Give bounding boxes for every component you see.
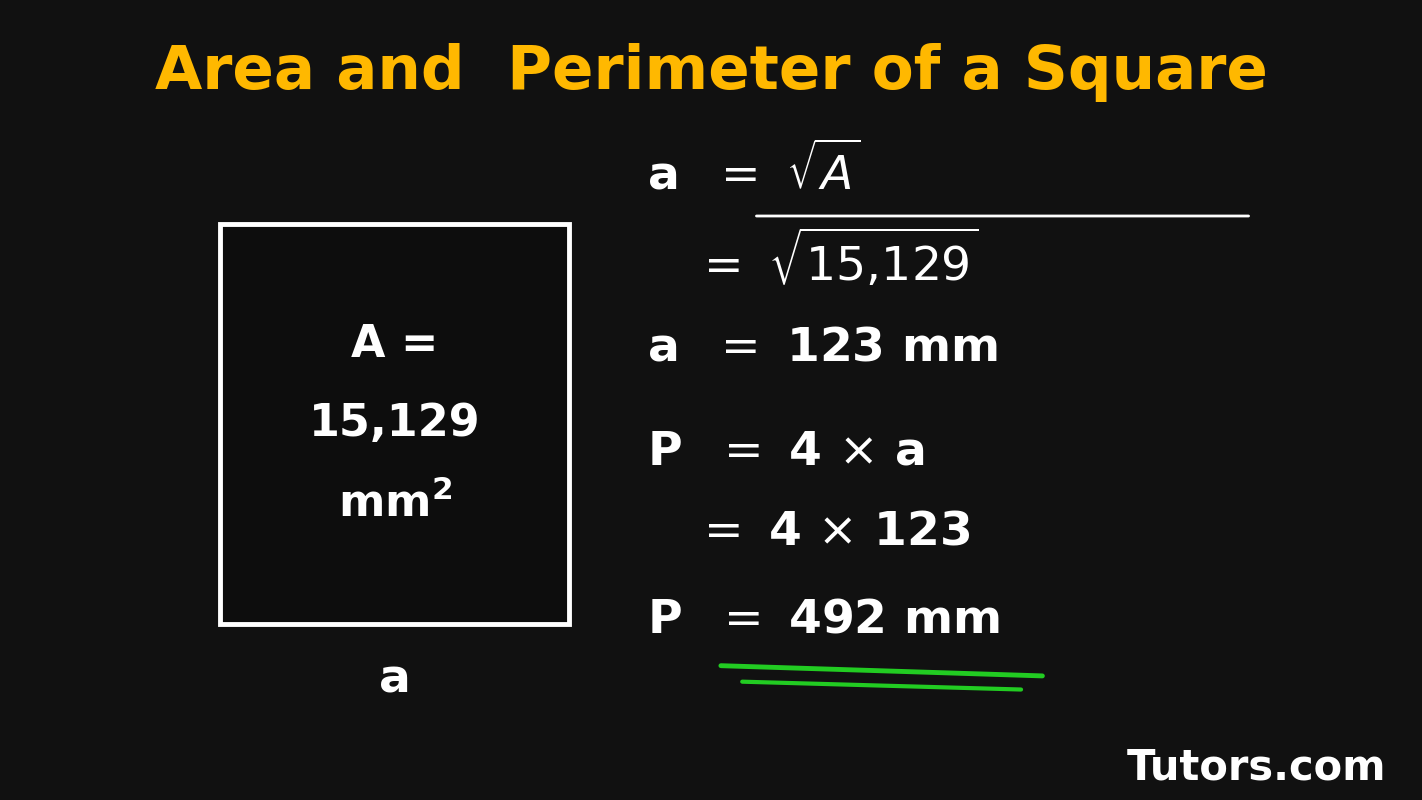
Text: P  $=$ 492 mm: P $=$ 492 mm [647,598,1000,642]
Text: A =: A = [351,322,438,366]
Text: $=$ $\sqrt{15{,}129}$: $=$ $\sqrt{15{,}129}$ [694,229,978,291]
Bar [220,224,569,624]
Text: Area and  Perimeter of a Square: Area and Perimeter of a Square [155,42,1267,102]
Text: mm$^{\mathbf{2}}$: mm$^{\mathbf{2}}$ [337,482,452,526]
Text: $=$ 4 $\times$ 123: $=$ 4 $\times$ 123 [694,510,970,554]
Text: Tutors.com: Tutors.com [1128,747,1386,789]
Text: a  $=$ $\sqrt{A}$: a $=$ $\sqrt{A}$ [647,144,860,200]
Text: a  $=$ 123 mm: a $=$ 123 mm [647,326,998,370]
Text: P  $=$ 4 $\times$ a: P $=$ 4 $\times$ a [647,430,924,474]
Text: a: a [378,658,411,702]
Text: 15,129: 15,129 [309,402,481,446]
